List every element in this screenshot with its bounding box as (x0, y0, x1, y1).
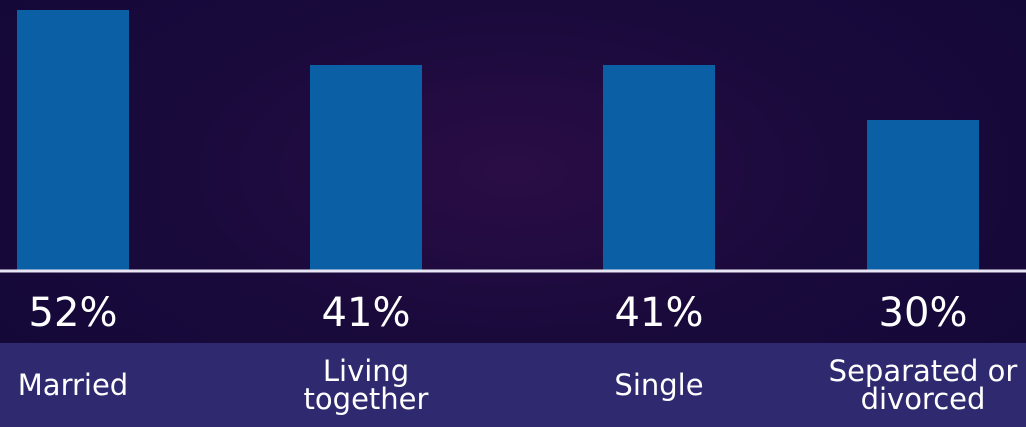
category-label: Living together (303, 354, 429, 416)
bar (603, 65, 715, 270)
category-label: Single (614, 368, 704, 402)
value-label: 41% (321, 290, 411, 336)
bar (867, 120, 979, 270)
value-label: 52% (28, 290, 118, 336)
plot (0, 10, 1026, 273)
bar (17, 10, 129, 270)
value-label: 30% (878, 290, 968, 336)
value-label: 41% (614, 290, 704, 336)
category-band (0, 343, 1026, 427)
category-label: Separated or divorced (828, 354, 1018, 416)
bar (310, 65, 422, 270)
category-label: Married (17, 368, 129, 402)
